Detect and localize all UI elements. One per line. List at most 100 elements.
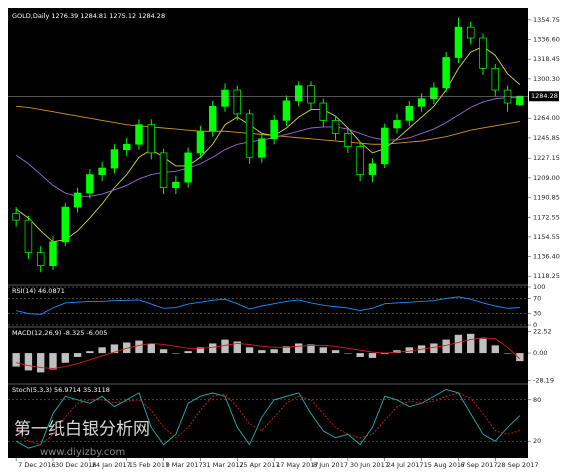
y-tick-label: 1245.85 [533, 134, 560, 142]
histogram-bar [282, 346, 291, 354]
x-tick-label: 30 Jun 2017 [350, 461, 389, 469]
histogram-bar [12, 353, 20, 367]
histogram-bar [184, 351, 192, 354]
histogram-bar [135, 340, 143, 354]
histogram-bar [516, 353, 524, 362]
candle-body [122, 143, 131, 151]
histogram-bar [393, 350, 401, 354]
histogram-bar [430, 343, 438, 354]
histogram-bar [172, 353, 180, 354]
last-price-label: 1284.28 [531, 92, 558, 100]
candle-body [245, 113, 254, 158]
candle-body [36, 252, 45, 267]
histogram-bar [233, 341, 241, 354]
candle-body [221, 89, 229, 107]
candle-body [61, 206, 70, 243]
indicator-line [15, 392, 520, 446]
signal-line [16, 337, 521, 369]
y-tick-label: 1118.25 [533, 272, 560, 280]
candle-body [49, 241, 57, 267]
candle-body [466, 26, 475, 39]
candle-body [196, 130, 205, 154]
panel-title: RSI(14) 46.0871 [12, 287, 65, 295]
candle-body [393, 120, 401, 129]
y-tick-label: 0.00 [533, 349, 547, 357]
panel-title: MACD(12,26,9) -8.325 -6.005 [12, 329, 107, 337]
candle-body [135, 124, 143, 145]
watermark-url: www.diyizby.com [40, 447, 125, 458]
histogram-bar [491, 345, 499, 354]
histogram-bar [331, 350, 340, 354]
candle-body [172, 181, 180, 188]
watermark-title: 第一纸白银分析网 [14, 420, 150, 440]
histogram-bar [368, 353, 377, 358]
histogram-bar [37, 353, 45, 373]
x-tick-label: 7 Dec 2016 [18, 461, 55, 469]
histogram-bar [245, 347, 254, 354]
candle-body [479, 37, 487, 69]
histogram-bar [159, 349, 168, 354]
candle-body [184, 152, 192, 183]
histogram-bar [307, 344, 315, 354]
candle-body [282, 100, 291, 121]
candle-body [294, 85, 303, 102]
candle-body [208, 105, 217, 132]
y-tick-label: 100 [533, 283, 545, 291]
candle-body [12, 213, 20, 221]
y-tick-label: 1172.55 [533, 213, 560, 221]
moving-average [15, 97, 520, 197]
histogram-bar [196, 347, 205, 354]
y-tick-label: 1154.55 [533, 233, 560, 241]
y-tick-label: 80 [533, 396, 541, 404]
candle-body [233, 89, 242, 115]
x-tick-label: 25 Apr 2017 [239, 461, 279, 469]
candle-body [319, 102, 328, 121]
x-tick-label: 15 Feb 2017 [129, 461, 169, 469]
x-tick-label: 15 Aug 2017 [424, 461, 466, 469]
histogram-bar [467, 333, 475, 354]
histogram-bar [356, 353, 364, 357]
histogram-bar [258, 350, 266, 354]
candle-body [270, 120, 278, 140]
histogram-bar [110, 344, 119, 354]
histogram-bar [86, 351, 94, 354]
candle-body [159, 152, 168, 188]
histogram-bar [454, 334, 463, 354]
x-tick-label: 24 Jan 2017 [92, 461, 131, 469]
histogram-bar [61, 353, 69, 363]
candle-body [98, 167, 106, 175]
y-tick-label: 1354.75 [533, 16, 560, 24]
candle-body [331, 120, 340, 134]
panel-title: Stoch(5,3,3) 56.9714 35.3118 [12, 386, 110, 394]
y-tick-label: 1300.30 [533, 75, 560, 83]
chart-background [8, 8, 528, 458]
y-tick-label: 22.52 [533, 327, 552, 335]
candle-body [454, 26, 463, 58]
y-tick-label: 70 [533, 294, 541, 302]
y-tick-label: 1227.15 [533, 154, 560, 162]
histogram-bar [479, 338, 487, 354]
candle-body [417, 98, 426, 107]
histogram-bar [49, 353, 57, 370]
candle-body [73, 192, 82, 208]
histogram-bar [319, 347, 327, 354]
moving-average [15, 46, 521, 243]
candle-body [442, 57, 450, 89]
histogram-bar [442, 339, 450, 354]
histogram-bar [73, 353, 82, 357]
candle-body [86, 174, 94, 194]
y-tick-label: 1209.00 [533, 174, 560, 182]
histogram-bar [405, 347, 413, 354]
histogram-bar [123, 342, 131, 354]
histogram-bar [24, 353, 33, 371]
candle-body [307, 85, 315, 104]
y-tick-label: 20 [533, 437, 541, 445]
candle-body [430, 87, 438, 100]
panel-title: GOLD,Daily 1276.39 1284.81 1275.12 1284.… [12, 12, 165, 20]
y-tick-label: -28.19 [533, 376, 554, 384]
histogram-bar [344, 353, 352, 354]
y-tick-label: 30 [533, 310, 541, 318]
moving-average [16, 105, 520, 145]
candle-body [405, 105, 414, 121]
x-tick-label: 31 Mar 2017 [202, 461, 243, 469]
